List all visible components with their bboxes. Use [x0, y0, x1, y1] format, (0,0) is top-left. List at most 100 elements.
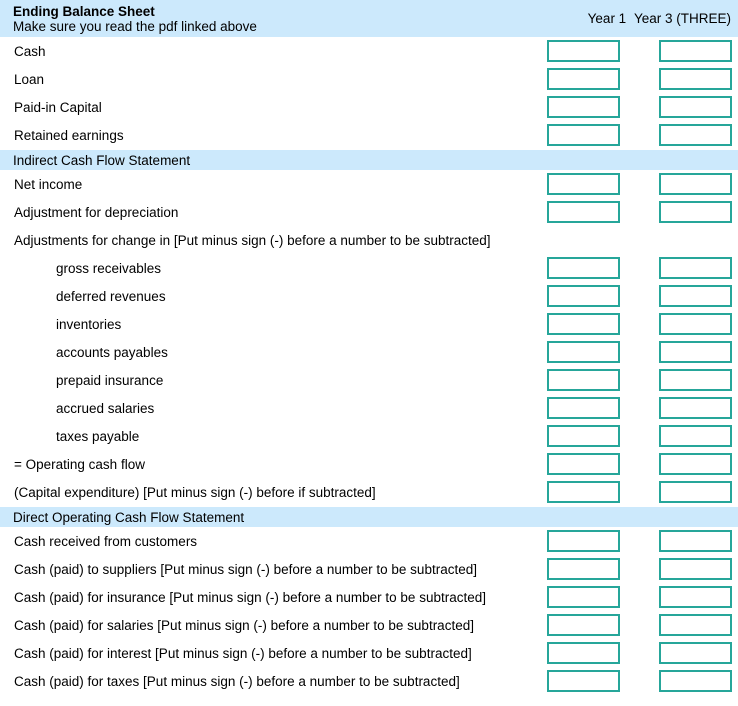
prepaid-insurance-year3-input[interactable] — [659, 369, 732, 391]
paid-in-capital-year3-input[interactable] — [659, 96, 732, 118]
row-label: Net income — [14, 176, 83, 192]
row-cash-paid-taxes: Cash (paid) for taxes [Put minus sign (-… — [0, 667, 738, 695]
row-label: Cash (paid) for salaries [Put minus sign… — [14, 617, 474, 633]
row-label: (Capital expenditure) [Put minus sign (-… — [14, 484, 376, 500]
row-cells — [547, 201, 738, 223]
row-label: inventories — [56, 316, 122, 332]
row-cells — [547, 558, 738, 580]
taxes-payable-year1-input[interactable] — [547, 425, 620, 447]
taxes-payable-year3-input[interactable] — [659, 425, 732, 447]
adjustment-depreciation-year3-input[interactable] — [659, 201, 732, 223]
deferred-revenues-year1-input[interactable] — [547, 285, 620, 307]
row-net-income: Net income — [0, 170, 738, 198]
section-title: Direct Operating Cash Flow Statement — [13, 509, 245, 525]
row-cells — [547, 124, 738, 146]
row-retained-earnings: Retained earnings — [0, 121, 738, 149]
net-income-year3-input[interactable] — [659, 173, 732, 195]
retained-earnings-year1-input[interactable] — [547, 124, 620, 146]
row-cash-received-customers: Cash received from customers — [0, 527, 738, 555]
column-headers: Year 1 Year 3 (THREE) — [588, 11, 738, 26]
loan-year3-input[interactable] — [659, 68, 732, 90]
row-adjustments-for-change: Adjustments for change in [Put minus sig… — [0, 226, 738, 254]
row-adjustment-depreciation: Adjustment for depreciation — [0, 198, 738, 226]
accrued-salaries-year1-input[interactable] — [547, 397, 620, 419]
row-cells — [547, 425, 738, 447]
header-note: Make sure you read the pdf linked above — [13, 19, 257, 34]
page-title: Ending Balance Sheet — [13, 4, 155, 19]
row-cells — [547, 586, 738, 608]
cash-paid-interest-year1-input[interactable] — [547, 642, 620, 664]
row-label: Loan — [14, 71, 45, 87]
cash-paid-insurance-year3-input[interactable] — [659, 586, 732, 608]
cash-paid-interest-year3-input[interactable] — [659, 642, 732, 664]
row-label: Cash (paid) to suppliers [Put minus sign… — [14, 561, 477, 577]
section-title: Indirect Cash Flow Statement — [13, 152, 191, 168]
retained-earnings-year3-input[interactable] — [659, 124, 732, 146]
row-label: accounts payables — [56, 344, 168, 360]
row-cells — [547, 173, 738, 195]
row-cells — [547, 453, 738, 475]
cash-paid-taxes-year3-input[interactable] — [659, 670, 732, 692]
cash-paid-salaries-year3-input[interactable] — [659, 614, 732, 636]
row-label: Retained earnings — [14, 127, 124, 143]
operating-cash-flow-year3-input[interactable] — [659, 453, 732, 475]
row-deferred-revenues: deferred revenues — [0, 282, 738, 310]
accrued-salaries-year3-input[interactable] — [659, 397, 732, 419]
section-header-direct-operating-cash-flow: Direct Operating Cash Flow Statement — [0, 507, 738, 527]
row-cells — [547, 481, 738, 503]
row-cells — [547, 96, 738, 118]
row-label: gross receivables — [56, 260, 162, 276]
row-cells — [547, 341, 738, 363]
row-cells — [547, 313, 738, 335]
capital-expenditure-year1-input[interactable] — [547, 481, 620, 503]
row-label: = Operating cash flow — [14, 456, 145, 472]
net-income-year1-input[interactable] — [547, 173, 620, 195]
row-label: prepaid insurance — [56, 372, 164, 388]
row-accrued-salaries: accrued salaries — [0, 394, 738, 422]
cash-paid-insurance-year1-input[interactable] — [547, 586, 620, 608]
row-cells — [547, 530, 738, 552]
row-label: Cash (paid) for interest [Put minus sign… — [14, 645, 472, 661]
cash-paid-salaries-year1-input[interactable] — [547, 614, 620, 636]
row-label: taxes payable — [56, 428, 140, 444]
paid-in-capital-year1-input[interactable] — [547, 96, 620, 118]
loan-year1-input[interactable] — [547, 68, 620, 90]
operating-cash-flow-year1-input[interactable] — [547, 453, 620, 475]
inventories-year3-input[interactable] — [659, 313, 732, 335]
cash-paid-taxes-year1-input[interactable] — [547, 670, 620, 692]
capital-expenditure-year3-input[interactable] — [659, 481, 732, 503]
gross-receivables-year3-input[interactable] — [659, 257, 732, 279]
cash-received-customers-year1-input[interactable] — [547, 530, 620, 552]
row-label: Cash received from customers — [14, 533, 198, 549]
adjustment-depreciation-year1-input[interactable] — [547, 201, 620, 223]
row-prepaid-insurance: prepaid insurance — [0, 366, 738, 394]
row-cash: Cash — [0, 37, 738, 65]
cash-year1-input[interactable] — [547, 40, 620, 62]
inventories-year1-input[interactable] — [547, 313, 620, 335]
row-taxes-payable: taxes payable — [0, 422, 738, 450]
row-cash-paid-salaries: Cash (paid) for salaries [Put minus sign… — [0, 611, 738, 639]
cash-year3-input[interactable] — [659, 40, 732, 62]
row-loan: Loan — [0, 65, 738, 93]
sheet-header-text: Ending Balance Sheet Make sure you read … — [0, 3, 257, 34]
row-label: Adjustments for change in [Put minus sig… — [14, 232, 491, 248]
accounts-payables-year3-input[interactable] — [659, 341, 732, 363]
cash-paid-suppliers-year1-input[interactable] — [547, 558, 620, 580]
row-gross-receivables: gross receivables — [0, 254, 738, 282]
row-label: deferred revenues — [56, 288, 166, 304]
row-cells — [547, 285, 738, 307]
row-cells — [547, 40, 738, 62]
row-cells — [547, 642, 738, 664]
cash-received-customers-year3-input[interactable] — [659, 530, 732, 552]
accounts-payables-year1-input[interactable] — [547, 341, 620, 363]
row-label: Cash (paid) for insurance [Put minus sig… — [14, 589, 486, 605]
cash-paid-suppliers-year3-input[interactable] — [659, 558, 732, 580]
deferred-revenues-year3-input[interactable] — [659, 285, 732, 307]
row-inventories: inventories — [0, 310, 738, 338]
row-cash-paid-insurance: Cash (paid) for insurance [Put minus sig… — [0, 583, 738, 611]
row-cash-paid-suppliers: Cash (paid) to suppliers [Put minus sign… — [0, 555, 738, 583]
row-cash-paid-interest: Cash (paid) for interest [Put minus sign… — [0, 639, 738, 667]
prepaid-insurance-year1-input[interactable] — [547, 369, 620, 391]
gross-receivables-year1-input[interactable] — [547, 257, 620, 279]
